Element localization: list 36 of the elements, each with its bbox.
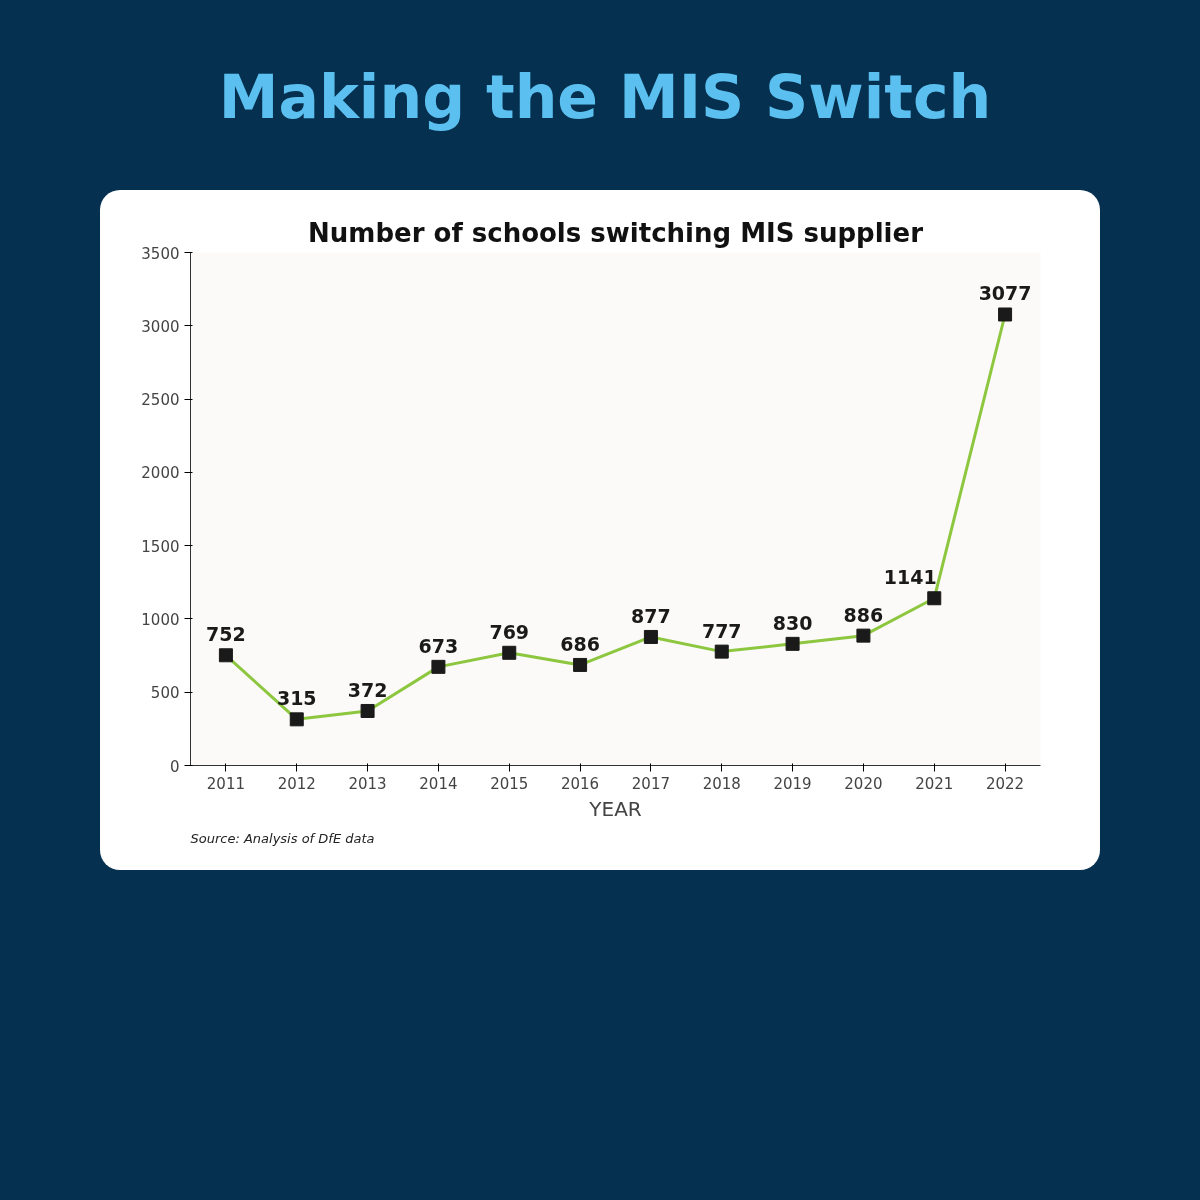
y-tick-label: 1500: [141, 537, 180, 556]
data-label: 886: [843, 603, 884, 626]
data-label: 830: [772, 611, 813, 634]
data-label: 777: [701, 619, 742, 642]
y-tick-label: 2500: [141, 391, 180, 410]
source-note: Source: Analysis of DfE data: [190, 830, 375, 846]
data-label: 752: [206, 623, 246, 646]
y-tick-label: 0: [169, 757, 180, 776]
data-label: 372: [347, 678, 388, 701]
y-tick-label: 1000: [141, 610, 180, 629]
y-tick-label: 3500: [141, 244, 180, 263]
y-tick-label: 3000: [141, 317, 180, 336]
data-label: 1141: [883, 566, 937, 589]
data-label: 315: [276, 687, 317, 710]
x-tick-label: 2015: [490, 774, 529, 793]
data-label: 3077: [978, 282, 1032, 305]
x-tick-label: 2017: [631, 774, 671, 793]
x-axis-title: YEAR: [588, 796, 642, 821]
data-label: 769: [489, 620, 530, 643]
y-tick-label: 2000: [141, 464, 180, 483]
x-tick-label: 2011: [206, 774, 246, 793]
chart-subtitle: Number of schools switching MIS supplier: [308, 217, 924, 248]
x-tick-label: 2022: [986, 774, 1025, 793]
x-tick-label: 2016: [561, 774, 600, 793]
data-label: 877: [631, 604, 671, 627]
x-tick-label: 2018: [702, 774, 741, 793]
data-label: 686: [560, 632, 600, 655]
data-label: 673: [418, 634, 459, 657]
x-tick-label: 2021: [915, 774, 954, 793]
y-tick-label: 500: [150, 684, 180, 703]
x-tick-label: 2019: [773, 774, 812, 793]
x-tick-label: 2014: [419, 774, 458, 793]
chart-title: Making the MIS Switch: [218, 61, 992, 134]
x-tick-label: 2013: [348, 774, 387, 793]
x-tick-label: 2020: [844, 774, 883, 793]
x-tick-label: 2012: [277, 774, 316, 793]
